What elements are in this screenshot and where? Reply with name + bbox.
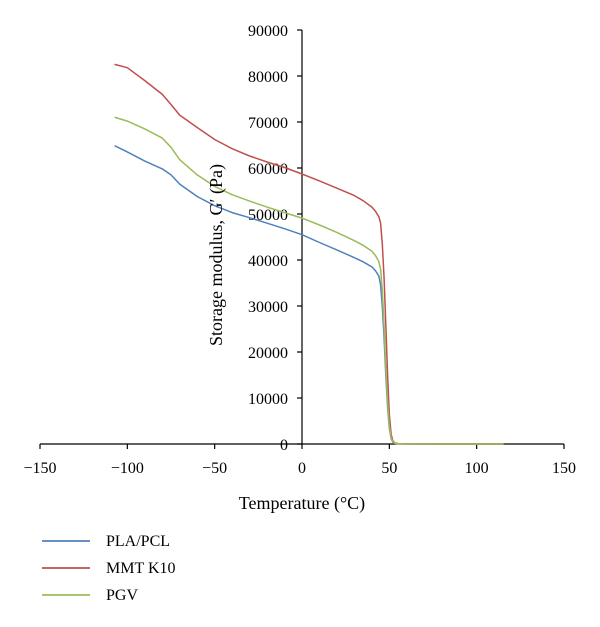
chart-axes: −150 −100 −50 0 50 100 150 0 10000 20000 30000 4000… [23,23,576,477]
y-tick-label: 40000 [248,253,288,270]
y-tick-label: 80000 [248,69,288,86]
x-tick-label: 0 [298,460,306,477]
legend-label-pgv: PGV [106,587,138,604]
y-tick-label: 60000 [248,161,288,178]
series-line-pla-pcl [114,145,504,445]
x-axis-title: Temperature (°C) [239,493,365,514]
y-tick-label: 10000 [248,391,288,408]
x-tick-label: 50 [381,460,397,477]
y-tick-label: 0 [280,437,288,454]
legend-label-mmt-k10: MMT K10 [106,560,176,577]
series-line-pgv [114,116,504,445]
y-axis-title: Storage modulus, G′ (Pa) [206,164,227,346]
y-tick-label: 50000 [248,207,288,224]
x-tick-label: 150 [552,460,576,477]
y-tick-label: 30000 [248,299,288,316]
series-line-mmt-k10 [114,63,504,445]
y-tick-label: 90000 [248,23,288,40]
y-tick-label: 70000 [248,115,288,132]
chart-series [114,63,504,445]
x-tick-label: 100 [465,460,489,477]
x-tick-label: −100 [111,460,144,477]
x-tick-label: −50 [202,460,227,477]
x-tick-label: −150 [23,460,56,477]
y-tick-label: 20000 [248,345,288,362]
chart-legend: PLA/PCL MMT K10 PGV [42,533,176,604]
legend-label-pla-pcl: PLA/PCL [106,533,170,550]
